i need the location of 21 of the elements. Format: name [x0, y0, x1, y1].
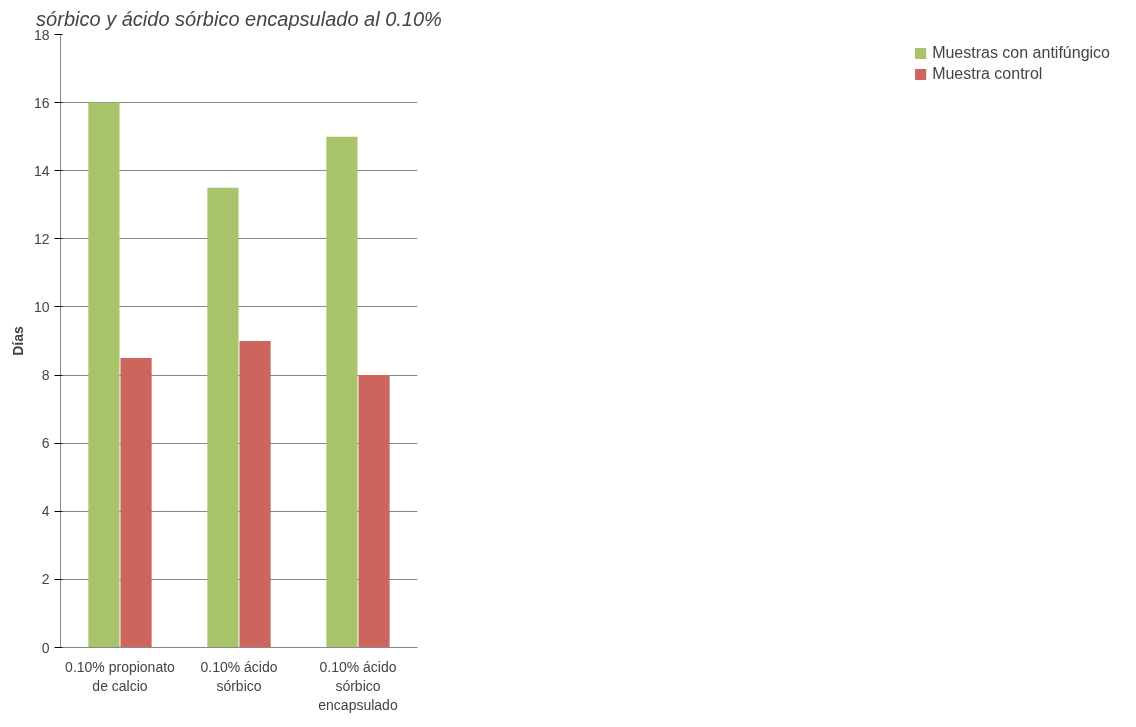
- bar: [88, 102, 120, 648]
- y-tick-label: 0: [41, 639, 50, 656]
- y-tick-label: 16: [33, 94, 50, 111]
- x-tick-label: 0.10% propionato de calcio: [65, 658, 176, 694]
- y-tick-label: 2: [41, 571, 50, 588]
- legend-label: Muestras con antifúngico: [932, 44, 1110, 62]
- y-tick-label: 8: [41, 367, 50, 384]
- y-tick-label: 12: [33, 230, 50, 247]
- bar: [207, 187, 239, 648]
- bar: [358, 375, 390, 648]
- bar: [120, 358, 152, 648]
- y-axis-title: Días: [9, 326, 26, 356]
- bar: [239, 341, 271, 648]
- x-tick-label: 0.10% ácido sórbico encapsulado: [318, 658, 398, 713]
- y-tick-label: 6: [41, 435, 50, 452]
- y-tick-label: 4: [41, 503, 50, 520]
- y-tick-label: 14: [33, 162, 50, 179]
- y-tick-label: 10: [33, 298, 50, 315]
- bar: [326, 136, 358, 648]
- legend-label: Muestra control: [932, 65, 1043, 83]
- x-tick-label: 0.10% ácido sórbico: [200, 658, 278, 694]
